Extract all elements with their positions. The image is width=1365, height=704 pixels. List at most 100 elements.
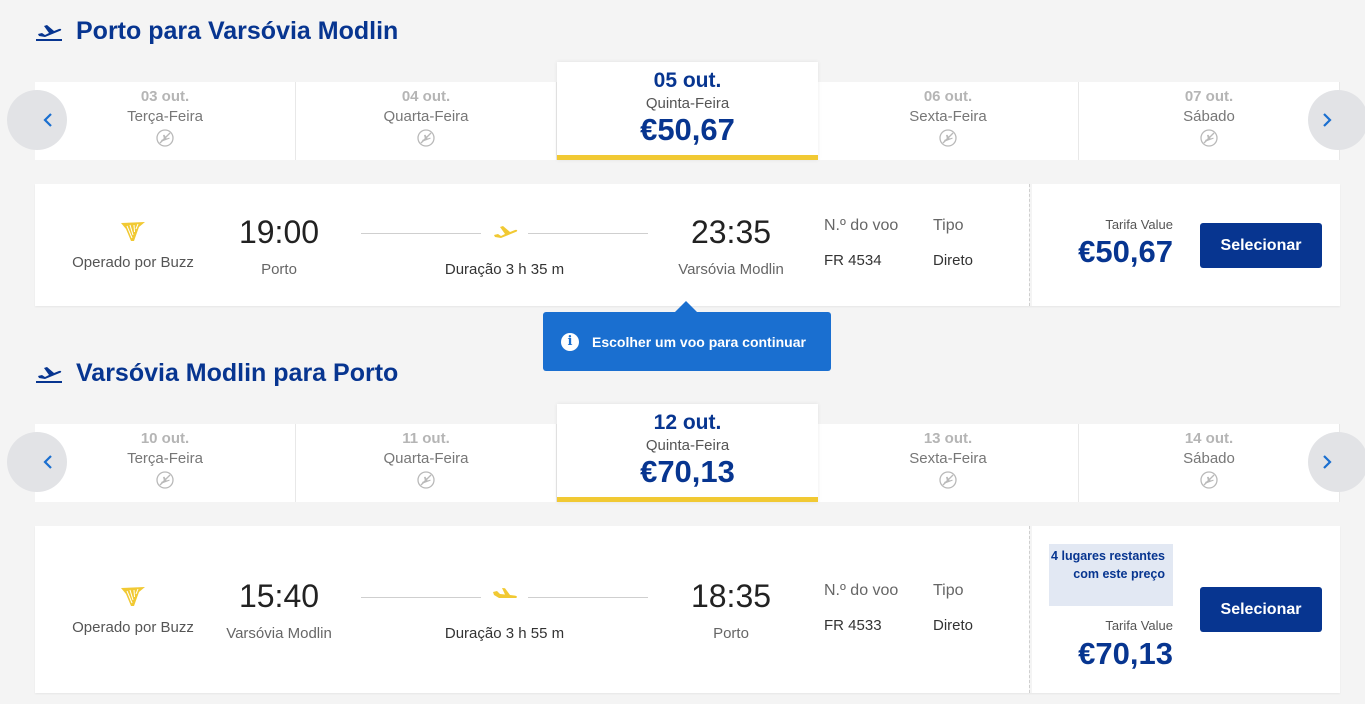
flight-type-label: Tipo	[933, 582, 964, 599]
date-label: 06 out.	[923, 88, 973, 105]
tooltip-text: Escolher um voo para continuar	[592, 333, 806, 350]
plane-landing-icon	[493, 588, 517, 598]
seats-remaining-badge: 4 lugares restantes com este preço	[1049, 544, 1173, 606]
weekday-label: Terça-Feira	[127, 108, 203, 125]
flight-number-label: N.º do voo	[824, 582, 899, 599]
inbound-prev-dates-button[interactable]	[7, 432, 67, 492]
outbound-flight-card[interactable]: Operado por Buzz 19:00 Porto Duração 3 h…	[35, 184, 1340, 306]
inbound-next-dates-button[interactable]	[1308, 432, 1365, 492]
arrival-time: 23:35	[690, 214, 772, 250]
ryanair-harp-logo	[121, 587, 145, 606]
date-price: €70,13	[640, 454, 735, 489]
choose-flight-tooltip: i Escolher um voo para continuar	[543, 301, 831, 371]
flight-type: Tipo Direto	[933, 582, 973, 634]
flight-number: N.º do voo FR 4534	[824, 217, 898, 269]
outbound-section-title: Porto para Varsóvia Modlin	[36, 17, 398, 46]
flight-duration: Duração 3 h 35 m	[444, 261, 565, 278]
weekday-label: Quarta-Feira	[383, 450, 469, 467]
outbound-title: Porto para Varsóvia Modlin	[76, 17, 399, 45]
inbound-date-13[interactable]: 13 out. Sexta-Feira	[818, 424, 1079, 502]
flight-number: N.º do voo FR 4533	[824, 582, 898, 634]
route-line-left	[361, 597, 481, 598]
flight-number-value: FR 4534	[824, 252, 882, 269]
fare-price: €70,13	[1078, 636, 1173, 671]
plane-takeoff-icon	[36, 366, 62, 383]
outbound-date-05-selected[interactable]: 05 out. Quinta-Feira €50,67	[557, 62, 818, 160]
route-line-left	[361, 233, 481, 234]
arrival: 23:35 Varsóvia Modlin	[651, 214, 811, 278]
arrival: 18:35 Porto	[651, 578, 811, 642]
fare-price: €50,67	[1078, 234, 1173, 269]
departure: 19:00 Porto	[199, 214, 359, 278]
inbound-title: Varsóvia Modlin para Porto	[76, 359, 399, 387]
chevron-left-icon	[43, 113, 52, 127]
card-divider	[1029, 526, 1032, 693]
outbound-prev-dates-button[interactable]	[7, 90, 67, 150]
departure-time: 15:40	[238, 578, 320, 614]
weekday-label: Sexta-Feira	[909, 450, 987, 467]
departure: 15:40 Varsóvia Modlin	[199, 578, 359, 642]
select-flight-button[interactable]: Selecionar	[1200, 223, 1322, 268]
weekday-label: Quinta-Feira	[645, 437, 730, 454]
fare-panel: 4 lugares restantes com este preço Tarif…	[1032, 526, 1340, 693]
outbound-date-06[interactable]: 06 out. Sexta-Feira	[818, 82, 1079, 160]
weekday-label: Sexta-Feira	[909, 108, 987, 125]
no-flight-icon	[417, 471, 435, 489]
weekday-label: Terça-Feira	[127, 450, 203, 467]
flight-number-label: N.º do voo	[824, 217, 899, 234]
no-flight-icon	[939, 471, 957, 489]
flight-details: Operado por Buzz 15:40 Varsóvia Modlin D…	[35, 526, 1029, 693]
operator-label: Operado por Buzz	[72, 619, 194, 636]
ryanair-harp-logo	[121, 222, 145, 241]
fare-panel: Tarifa Value €50,67 Selecionar	[1032, 184, 1340, 306]
inbound-date-10[interactable]: 10 out. Terça-Feira	[35, 424, 296, 502]
departure-city: Porto	[261, 261, 297, 278]
no-flight-icon	[1200, 471, 1218, 489]
fare-label: Tarifa Value	[1105, 217, 1173, 232]
inbound-date-11[interactable]: 11 out. Quarta-Feira	[296, 424, 557, 502]
flight-type-value: Direto	[933, 252, 974, 269]
flight-duration: Duração 3 h 55 m	[444, 625, 565, 642]
no-flight-icon	[417, 129, 435, 147]
chevron-left-icon	[43, 455, 52, 469]
outbound-date-04[interactable]: 04 out. Quarta-Feira	[296, 82, 557, 160]
operator: Operado por Buzz	[65, 585, 201, 636]
route-line-right	[528, 597, 648, 598]
info-icon: i	[561, 332, 579, 351]
arrival-city: Porto	[713, 625, 749, 642]
date-label: 03 out.	[140, 88, 190, 105]
inbound-date-strip: 10 out. Terça-Feira 11 out. Quarta-Feira…	[7, 404, 1365, 502]
outbound-date-03[interactable]: 03 out. Terça-Feira	[35, 82, 296, 160]
card-divider	[1029, 184, 1032, 306]
no-flight-icon	[156, 471, 174, 489]
inbound-date-14[interactable]: 14 out. Sábado	[1079, 424, 1340, 502]
flight-number-value: FR 4533	[824, 617, 882, 634]
flight-type: Tipo Direto	[933, 217, 973, 269]
chevron-right-icon	[1323, 113, 1332, 127]
no-flight-icon	[1200, 129, 1218, 147]
no-flight-icon	[939, 129, 957, 147]
inbound-flight-card[interactable]: Operado por Buzz 15:40 Varsóvia Modlin D…	[35, 526, 1340, 693]
flight-type-label: Tipo	[933, 217, 964, 234]
plane-takeoff-icon	[494, 226, 518, 238]
weekday-label: Sábado	[1183, 450, 1235, 467]
departure-city: Varsóvia Modlin	[226, 625, 332, 642]
outbound-next-dates-button[interactable]	[1308, 90, 1365, 150]
outbound-date-07[interactable]: 07 out. Sábado	[1079, 82, 1340, 160]
date-label: 07 out.	[1184, 88, 1234, 105]
date-label: 13 out.	[923, 430, 973, 447]
inbound-date-12-selected[interactable]: 12 out. Quinta-Feira €70,13	[557, 404, 818, 502]
date-label: 11 out.	[402, 430, 450, 447]
inbound-section-title: Varsóvia Modlin para Porto	[36, 359, 398, 388]
plane-takeoff-icon	[36, 24, 62, 41]
arrival-city: Varsóvia Modlin	[678, 261, 784, 278]
weekday-label: Quinta-Feira	[645, 95, 730, 112]
route-line-right	[528, 233, 648, 234]
select-flight-button[interactable]: Selecionar	[1200, 587, 1322, 632]
date-label: 04 out.	[401, 88, 451, 105]
flight-details: Operado por Buzz 19:00 Porto Duração 3 h…	[35, 184, 1029, 306]
date-label: 12 out.	[653, 411, 722, 434]
date-label: 14 out.	[1184, 430, 1234, 447]
date-label: 10 out.	[140, 430, 190, 447]
outbound-date-strip: 03 out. Terça-Feira 04 out. Quarta-Feira…	[7, 62, 1365, 160]
